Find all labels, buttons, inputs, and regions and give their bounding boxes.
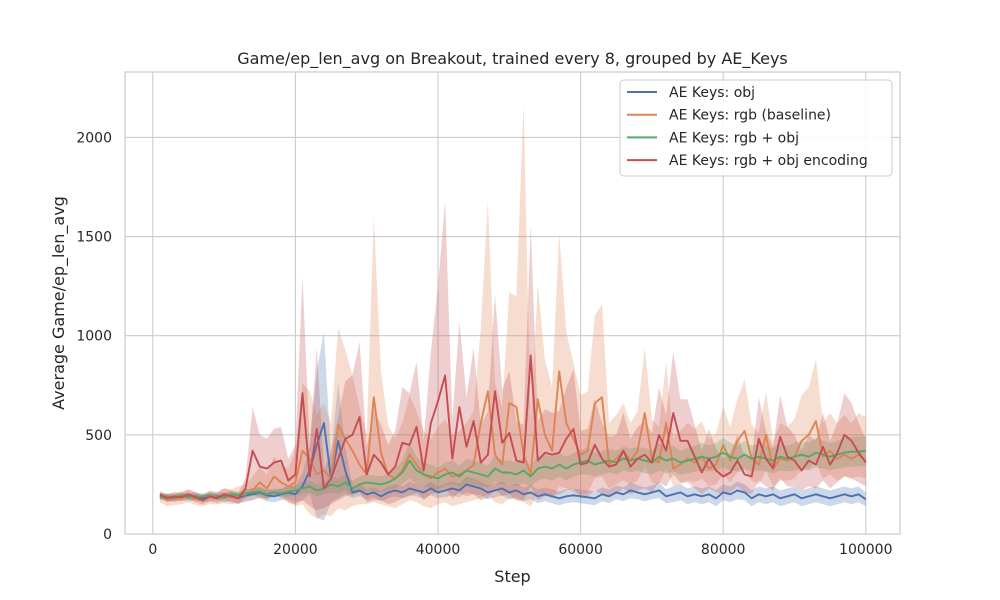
confidence-band-1 xyxy=(159,103,866,519)
series-line-1 xyxy=(159,370,867,502)
legend-label: AE Keys: rgb + obj xyxy=(669,130,799,146)
x-axis-label: Step xyxy=(494,567,530,586)
y-axis-label: Average Game/ep_len_avg xyxy=(49,196,69,410)
y-tick-label: 2000 xyxy=(76,130,112,146)
chart-title: Game/ep_len_avg on Breakout, trained eve… xyxy=(237,49,788,69)
y-tick-label: 0 xyxy=(103,527,112,543)
x-tick-label: 40000 xyxy=(416,542,461,558)
x-tick-label: 80000 xyxy=(701,542,746,558)
legend-label: AE Keys: rgb (baseline) xyxy=(669,108,831,124)
y-tick-label: 500 xyxy=(85,428,112,444)
series-lines xyxy=(159,354,867,502)
legend: AE Keys: obj AE Keys: rgb (baseline) AE Ke… xyxy=(619,79,893,177)
y-tick-labels: 0 500 1000 1500 2000 xyxy=(76,130,112,543)
legend-label: AE Keys: rgb + obj encoding xyxy=(669,153,868,169)
x-tick-label: 0 xyxy=(148,542,157,558)
x-tick-label: 20000 xyxy=(273,542,318,558)
plot-frame xyxy=(124,71,901,535)
x-tick-label: 100000 xyxy=(839,542,892,558)
series-line-2 xyxy=(159,449,866,500)
x-tick-labels: 0 20000 40000 60000 80000 100000 xyxy=(148,542,892,558)
series-line-3 xyxy=(159,354,867,502)
x-tick-label: 60000 xyxy=(558,542,603,558)
confidence-band-0 xyxy=(159,331,866,521)
y-tick-label: 1500 xyxy=(76,230,112,246)
series-line-0 xyxy=(159,422,867,501)
legend-label: AE Keys: obj xyxy=(669,85,755,101)
legend-box xyxy=(619,79,893,177)
y-tick-label: 1000 xyxy=(76,329,112,345)
